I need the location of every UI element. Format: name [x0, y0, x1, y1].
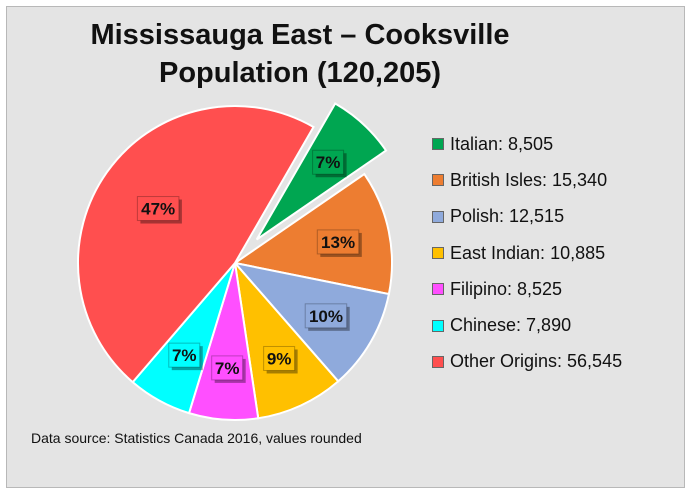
- legend-swatch: [432, 355, 444, 368]
- data-label-box: [304, 303, 348, 329]
- legend-label: British Isles: 15,340: [450, 169, 608, 190]
- legend-item-east-indian: East Indian: 10,885: [432, 235, 622, 271]
- slice-other-origins: [77, 105, 315, 384]
- legend-label: Filipino: 8,525: [450, 278, 563, 299]
- chart-title-line2: Population (120,205): [158, 57, 441, 89]
- data-label-text: 9%: [267, 349, 292, 368]
- legend-swatch: [432, 174, 444, 187]
- data-label-east-indian: 9%: [263, 345, 298, 374]
- data-label-other-origins: 47%: [136, 196, 182, 224]
- data-label-text: 10%: [309, 307, 343, 326]
- data-source-note: Data source: Statistics Canada 2016, val…: [31, 430, 362, 446]
- data-label-italian: 7%: [312, 149, 347, 178]
- legend-label: Polish: 12,515: [450, 206, 565, 227]
- data-label-text: 7%: [172, 346, 197, 365]
- legend-label: Chinese: 7,890: [450, 315, 572, 336]
- legend-swatch: [432, 283, 444, 296]
- data-label-text: 13%: [321, 233, 355, 252]
- legend-item-italian: Italian: 8,505: [432, 126, 622, 162]
- data-label-filipino: 7%: [211, 355, 246, 383]
- legend-label: East Indian: 10,885: [450, 242, 606, 263]
- legend-item-other-origins: Other Origins: 56,545: [432, 344, 622, 380]
- data-label-text: 47%: [141, 200, 175, 219]
- legend-label: Other Origins: 56,545: [450, 351, 623, 372]
- data-label-british-isles: 13%: [316, 229, 362, 257]
- legend-swatch: [432, 138, 444, 151]
- legend-item-polish: Polish: 12,515: [432, 199, 622, 235]
- data-label-box: [168, 342, 201, 368]
- legend-swatch: [432, 210, 444, 223]
- legend-label: Italian: 8,505: [450, 133, 554, 154]
- data-label-polish: 10%: [304, 303, 350, 331]
- slice-british-isles: [232, 172, 393, 296]
- chart-title-line1: Mississauga East – Cooksville: [90, 19, 510, 51]
- data-label-box: [316, 229, 360, 255]
- data-label-box: [211, 355, 244, 381]
- legend-swatch: [432, 319, 444, 332]
- legend-item-filipino: Filipino: 8,525: [432, 271, 622, 307]
- slice-east-indian: [233, 259, 340, 420]
- data-label-text: 7%: [215, 359, 240, 378]
- data-label-chinese: 7%: [168, 342, 203, 371]
- data-label-text: 7%: [316, 153, 341, 172]
- legend-item-british-isles: British Isles: 15,340: [432, 162, 622, 198]
- data-label-box: [312, 149, 345, 175]
- legend-item-chinese: Chinese: 7,890: [432, 307, 622, 343]
- legend: Italian: 8,505 British Isles: 15,340 Polis…: [432, 126, 622, 380]
- legend-swatch: [432, 247, 444, 260]
- data-label-box: [263, 345, 296, 371]
- data-label-box: [136, 196, 180, 222]
- chart-title: Mississauga East – Cooksville Population…: [40, 16, 560, 92]
